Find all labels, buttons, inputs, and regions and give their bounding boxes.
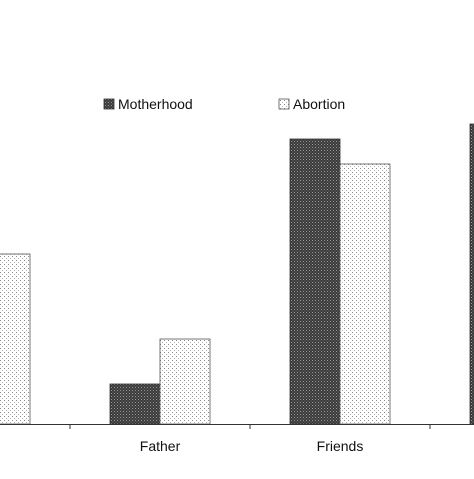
legend: Motherhood Abortion: [103, 96, 345, 112]
bars-layer: [0, 123, 474, 425]
x-tick-labels: rFatherFriends: [140, 438, 364, 454]
legend-swatch-motherhood: [103, 98, 115, 110]
x-axis: [0, 424, 474, 429]
x-tick-label-father: Father: [140, 438, 181, 454]
legend-label-abortion: Abortion: [293, 96, 345, 112]
bar-motherhood-father: [109, 383, 161, 425]
legend-swatch-abortion: [278, 98, 290, 110]
bar-abortion-r: [0, 253, 31, 425]
bar-abortion-father: [159, 338, 211, 425]
bar-abortion-friends: [339, 163, 391, 425]
x-tick-label-friends: Friends: [317, 438, 364, 454]
bar-motherhood-cat3: [469, 123, 474, 425]
legend-label-motherhood: Motherhood: [118, 96, 193, 112]
bar-motherhood-friends: [289, 138, 341, 425]
